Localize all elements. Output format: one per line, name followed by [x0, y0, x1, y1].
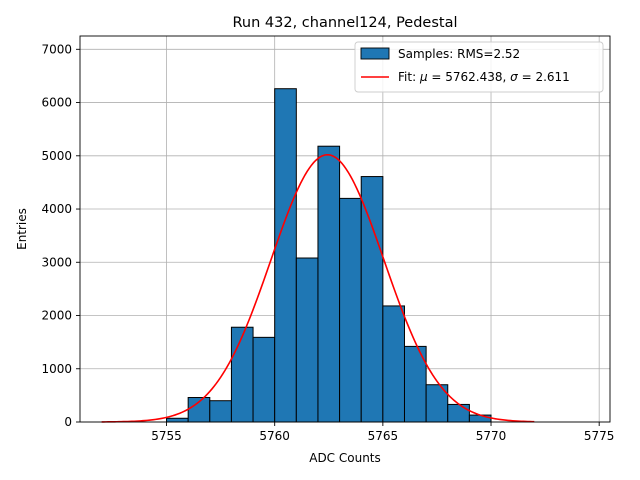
y-axis-ticks: 0 1000 2000 3000 4000 5000 6000 7000	[41, 42, 80, 429]
histogram-bar	[274, 88, 297, 423]
legend-fit-label: Fit: μ = 5762.438, σ = 2.611	[398, 70, 570, 84]
histogram-bars	[166, 88, 492, 423]
histogram-bar	[382, 305, 405, 423]
legend-bar-swatch	[360, 47, 390, 60]
y-tick-label: 3000	[41, 255, 72, 269]
y-tick-label: 4000	[41, 202, 72, 216]
y-tick-label: 1000	[41, 362, 72, 376]
histogram-bar	[209, 400, 232, 423]
plot-frame	[79, 35, 611, 423]
y-tick-label: 7000	[41, 42, 72, 56]
x-axis-label: ADC Counts	[309, 451, 381, 465]
histogram-bar	[295, 257, 319, 423]
legend: Samples: RMS=2.52 Fit: μ = 5762.438, σ =…	[354, 41, 604, 93]
histogram-bar	[339, 197, 362, 423]
fit-curve	[101, 153, 535, 423]
x-tick-label: 5770	[476, 429, 507, 443]
x-tick-label: 5765	[368, 429, 399, 443]
histogram-bar	[317, 145, 341, 423]
x-tick-label: 5775	[584, 429, 615, 443]
histogram-bar	[166, 417, 189, 423]
y-tick-label: 0	[64, 415, 72, 429]
y-tick-label: 6000	[41, 96, 72, 110]
histogram-bar	[252, 336, 276, 423]
histogram-bar	[468, 414, 492, 423]
y-tick-label: 2000	[41, 309, 72, 323]
chart-title: Run 432, channel124, Pedestal	[232, 15, 457, 31]
x-axis-ticks: 5755 5760 5765 5770 5775	[151, 422, 614, 443]
histogram-bar	[230, 326, 254, 423]
histogram-bar	[360, 176, 384, 423]
y-axis-label: Entries	[15, 208, 29, 250]
x-tick-label: 5760	[259, 429, 290, 443]
y-tick-label: 5000	[41, 149, 72, 163]
histogram-bar	[447, 403, 470, 423]
x-tick-label: 5755	[151, 429, 182, 443]
legend-box	[354, 41, 604, 93]
legend-histogram-label: Samples: RMS=2.52	[398, 47, 520, 61]
